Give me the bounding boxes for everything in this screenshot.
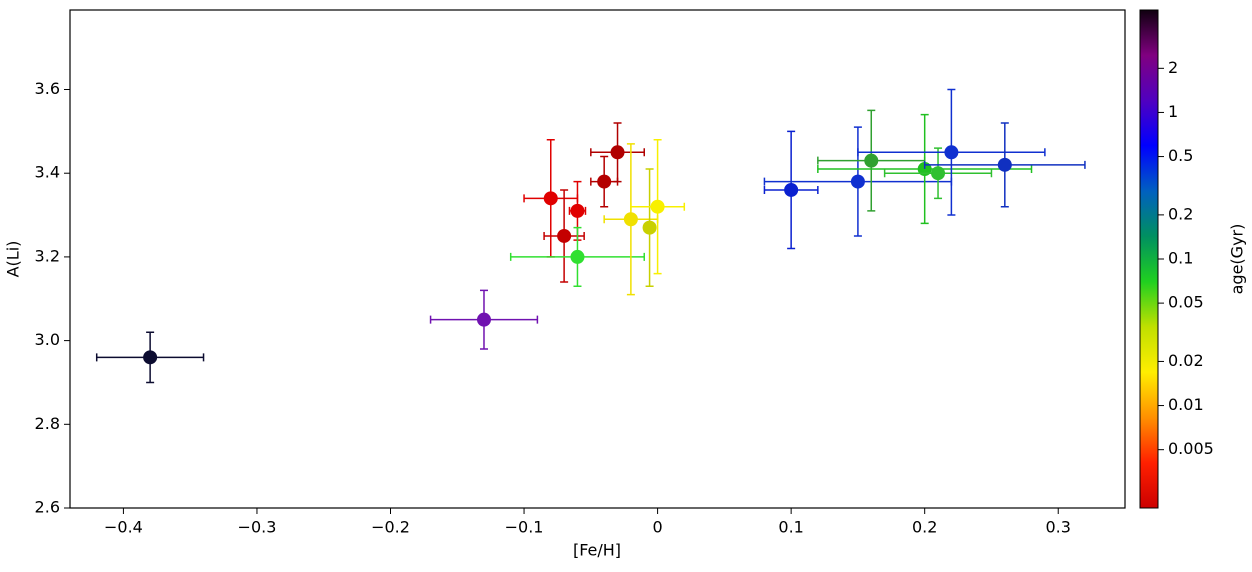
error-bar-group: [429, 289, 539, 350]
x-axis-label: [Fe/H]: [573, 541, 621, 560]
colorbar-label: age(Gyr): [1228, 224, 1247, 295]
point: [784, 182, 799, 197]
point: [997, 157, 1012, 172]
plot-area: [69, 9, 1126, 509]
point: [931, 166, 946, 181]
colorbar-tick-label: 2: [1168, 58, 1178, 77]
colorbar-tick-label: 0.2: [1168, 204, 1193, 223]
colorbar-tick-label: 0.005: [1168, 439, 1214, 458]
y-tick-label: 2.8: [35, 414, 60, 433]
colorbar: [1139, 9, 1159, 509]
point: [944, 145, 959, 160]
x-tick-label: 0: [653, 518, 663, 537]
point: [623, 212, 638, 227]
point: [476, 312, 491, 327]
point: [143, 350, 158, 365]
y-tick-label: 3.2: [35, 246, 60, 265]
x-tick-label: −0.4: [104, 518, 143, 537]
colorbar-tick-label: 0.1: [1168, 249, 1193, 268]
point: [597, 174, 612, 189]
x-tick-label: 0.2: [912, 518, 937, 537]
colorbar-tick-label: 0.01: [1168, 395, 1204, 414]
point: [864, 153, 879, 168]
point: [642, 220, 657, 235]
x-tick-label: 0.1: [778, 518, 803, 537]
point: [557, 228, 572, 243]
point: [850, 174, 865, 189]
y-axis-label: A(Li): [4, 241, 23, 278]
y-tick-label: 2.6: [35, 498, 60, 517]
x-tick-label: 0.3: [1046, 518, 1071, 537]
point: [570, 249, 585, 264]
x-tick-label: −0.1: [505, 518, 544, 537]
x-tick-label: −0.3: [238, 518, 277, 537]
point: [650, 199, 665, 214]
y-tick-label: 3.4: [35, 163, 60, 182]
point: [610, 145, 625, 160]
colorbar-tick-label: 0.05: [1168, 293, 1204, 312]
y-tick-label: 3.6: [35, 79, 60, 98]
y-tick-label: 3.0: [35, 330, 60, 349]
x-tick-label: −0.2: [371, 518, 410, 537]
point: [570, 203, 585, 218]
point: [543, 191, 558, 206]
colorbar-tick-label: 0.5: [1168, 146, 1193, 165]
colorbar-tick-label: 0.02: [1168, 351, 1204, 370]
colorbar-tick-label: 1: [1168, 102, 1178, 121]
